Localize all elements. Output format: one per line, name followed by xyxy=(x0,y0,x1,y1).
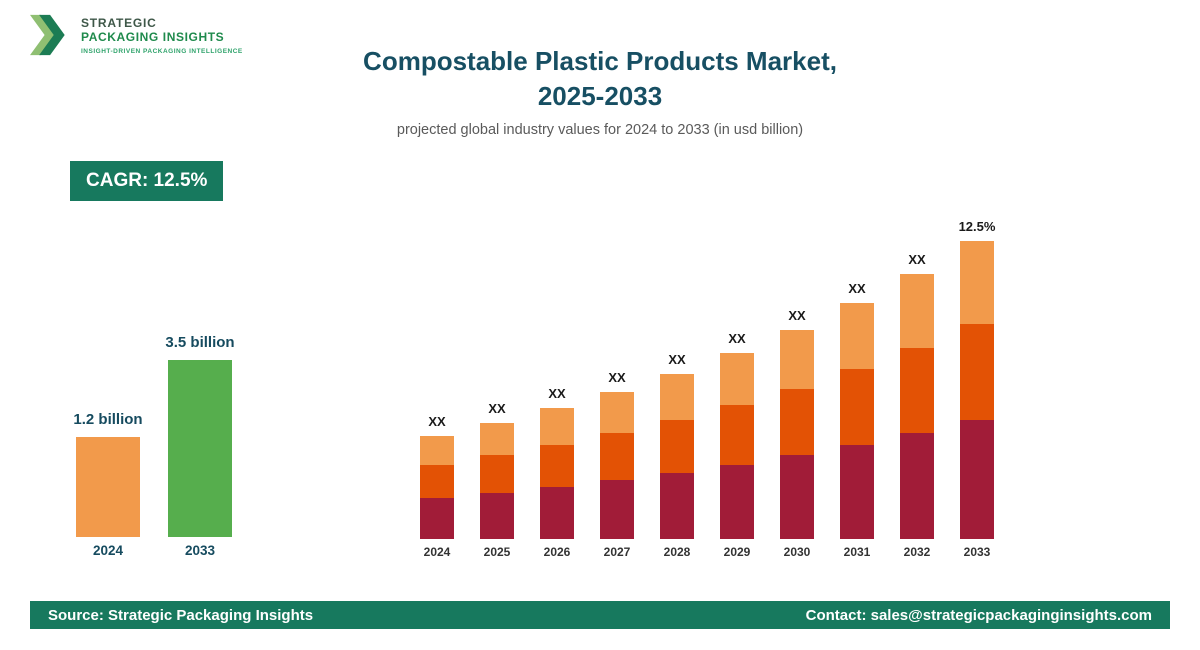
stacked-bar xyxy=(660,374,694,539)
stacked-bar xyxy=(900,274,934,539)
brand-name-line1: STRATEGIC xyxy=(81,15,157,30)
bar-segment xyxy=(780,388,814,456)
bar-value-label: 3.5 billion xyxy=(165,334,235,351)
stacked-bar xyxy=(420,436,454,539)
bar-value-label: 12.5% xyxy=(958,219,996,234)
mini-bar-column-2024: 1.2 billion 2024 xyxy=(73,411,143,561)
stacked-bar-column: XX 2027 xyxy=(587,370,647,561)
bar-segment xyxy=(420,464,454,498)
bar-segment xyxy=(720,405,754,465)
stacked-bar xyxy=(540,408,574,540)
bar-value-label: XX xyxy=(668,352,686,367)
bar-segment xyxy=(960,419,994,539)
bar-segment xyxy=(960,324,994,420)
bar-segment xyxy=(480,455,514,493)
bar-segment xyxy=(840,303,874,370)
stacked-bar xyxy=(840,303,874,539)
bar-year-label: 2028 xyxy=(663,545,691,559)
stacked-bar-column: XX 2024 xyxy=(407,414,467,561)
bar-segment xyxy=(720,464,754,539)
stacked-bar-column: XX 2030 xyxy=(767,308,827,561)
bar-year-label: 2033 xyxy=(184,543,216,558)
chart-title-line1: Compostable Plastic Products Market, xyxy=(363,46,837,76)
bar-year-label: 2025 xyxy=(483,545,511,559)
bar-year-label: 2033 xyxy=(963,545,991,559)
stacked-bar-column: 12.5% 2033 xyxy=(947,219,1007,561)
bar-segment xyxy=(540,408,574,445)
cagr-badge: CAGR: 12.5% xyxy=(70,161,224,201)
bar-segment xyxy=(660,473,694,539)
stacked-bar-column: XX 2028 xyxy=(647,352,707,561)
bar-segment xyxy=(900,433,934,539)
bar-value-label: XX xyxy=(728,331,746,346)
bar-segment xyxy=(540,444,574,487)
brand-logo: STRATEGIC PACKAGING INSIGHTS INSIGHT-DRI… xyxy=(30,12,243,58)
bar-segment xyxy=(660,374,694,421)
footer-source: Source: Strategic Packaging Insights xyxy=(48,606,314,624)
bar-segment xyxy=(840,369,874,445)
brand-tagline: INSIGHT-DRIVEN PACKAGING INTELLIGENCE xyxy=(81,47,243,55)
bar-value-label: XX xyxy=(788,308,806,323)
stacked-bar-column: XX 2025 xyxy=(467,401,527,561)
bar-2024 xyxy=(76,437,140,537)
bar-year-label: 2026 xyxy=(543,545,571,559)
stacked-bar-column: XX 2026 xyxy=(527,386,587,561)
bar-segment xyxy=(660,420,694,473)
bar-segment xyxy=(600,392,634,434)
bar-value-label: 1.2 billion xyxy=(73,411,143,428)
bar-segment xyxy=(600,433,634,481)
bar-value-label: XX xyxy=(908,252,926,267)
stacked-bar-column: XX 2031 xyxy=(827,281,887,561)
bar-year-label: 2029 xyxy=(723,545,751,559)
bar-year-label: 2024 xyxy=(92,543,124,558)
bar-value-label: XX xyxy=(548,386,566,401)
bar-segment xyxy=(720,353,754,406)
footer-bar: Source: Strategic Packaging Insights Con… xyxy=(30,601,1170,629)
chart-title-line2: 2025-2033 xyxy=(537,81,663,111)
chart-subtitle: projected global industry values for 202… xyxy=(396,122,804,138)
bar-segment xyxy=(900,348,934,433)
bar-segment xyxy=(780,455,814,539)
bar-value-label: XX xyxy=(608,370,626,385)
stacked-bar xyxy=(960,241,994,539)
stacked-bar-column: XX 2032 xyxy=(887,252,947,561)
bar-segment xyxy=(420,497,454,539)
bar-segment xyxy=(840,444,874,539)
bar-segment xyxy=(960,241,994,325)
stacked-bar xyxy=(480,423,514,540)
bar-segment xyxy=(780,330,814,389)
mini-bar-chart: 1.2 billion 2024 3.5 billion 2033 xyxy=(73,301,235,561)
bar-year-label: 2032 xyxy=(903,545,931,559)
stacked-bar-chart: XX 2024 XX 2025 XX 2026 XX 2027 XX 2028 XX 2029 XX 20… xyxy=(407,201,1007,561)
bar-year-label: 2031 xyxy=(843,545,871,559)
stacked-bar xyxy=(720,353,754,539)
bar-value-label: XX xyxy=(848,281,866,296)
stacked-bar-column: XX 2029 xyxy=(707,331,767,561)
brand-name-line2: PACKAGING INSIGHTS xyxy=(81,29,225,44)
bar-segment xyxy=(600,480,634,539)
bar-year-label: 2027 xyxy=(603,545,631,559)
bar-year-label: 2030 xyxy=(783,545,811,559)
bar-segment xyxy=(480,423,514,456)
chart-header: Compostable Plastic Products Market, 202… xyxy=(0,44,1200,138)
bar-year-label: 2024 xyxy=(423,545,451,559)
bar-value-label: XX xyxy=(488,401,506,416)
bar-2033 xyxy=(168,360,232,537)
logo-chevron-icon xyxy=(30,14,65,56)
bar-value-label: XX xyxy=(428,414,446,429)
bar-segment xyxy=(420,436,454,465)
bar-segment xyxy=(540,486,574,540)
footer-contact: Contact: sales@strategicpackaginginsight… xyxy=(805,606,1152,624)
bar-segment xyxy=(480,492,514,540)
stacked-bar xyxy=(600,392,634,539)
mini-bar-column-2033: 3.5 billion 2033 xyxy=(165,334,235,561)
stacked-bar xyxy=(780,330,814,539)
bar-segment xyxy=(900,274,934,349)
brand-text: STRATEGIC PACKAGING INSIGHTS INSIGHT-DRI… xyxy=(81,16,243,55)
